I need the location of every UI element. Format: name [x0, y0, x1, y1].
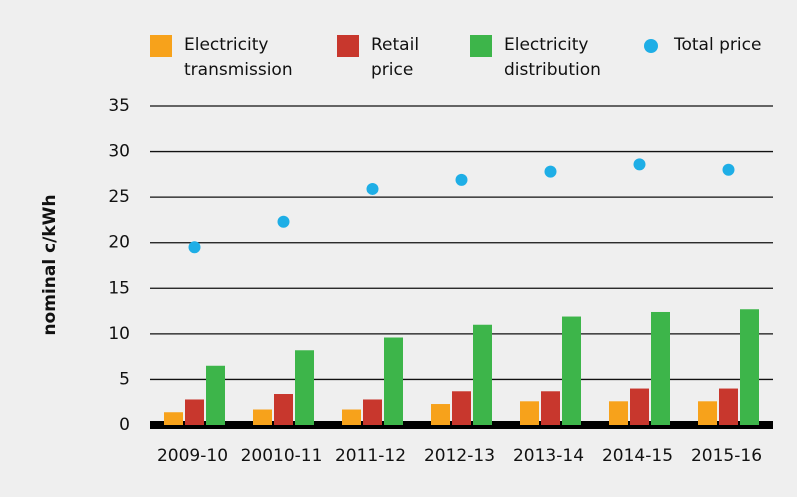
x-tick-label: 2009-10: [157, 446, 228, 466]
point: [633, 158, 646, 171]
bar: [295, 350, 314, 425]
legend-item: Retail price: [337, 33, 421, 83]
bar: [363, 399, 382, 425]
legend-swatch: [470, 35, 492, 57]
legend-swatch: [337, 35, 359, 57]
legend-swatch: [644, 39, 658, 53]
point: [544, 165, 557, 178]
bar: [164, 412, 183, 425]
y-tick-label: 5: [119, 369, 130, 389]
legend-label: Retail price: [371, 35, 420, 80]
bar: [541, 391, 560, 425]
x-tick-label: 2012-13: [424, 446, 495, 466]
bar: [274, 394, 293, 425]
bar: [384, 337, 403, 425]
bar: [630, 388, 649, 425]
point: [366, 182, 379, 195]
bar: [609, 401, 628, 425]
point: [455, 173, 468, 186]
bar: [253, 409, 272, 425]
bar: [698, 401, 717, 425]
bar: [520, 401, 539, 425]
bar: [719, 388, 738, 425]
bar: [473, 324, 492, 425]
y-tick-label: 25: [108, 187, 130, 207]
point: [188, 241, 201, 254]
bar: [562, 316, 581, 425]
legend-label: Electricity distribution: [504, 35, 601, 80]
legend-item: Electricity transmission: [150, 33, 309, 83]
legend-label: Electricity transmission: [184, 35, 293, 80]
y-tick-label: 15: [108, 278, 130, 298]
bar: [452, 391, 471, 425]
bar: [431, 404, 450, 425]
y-tick-label: 0: [119, 415, 130, 435]
x-tick-label: 20010-11: [241, 446, 323, 466]
y-axis-label: nominal c/kWh: [40, 194, 60, 335]
bar: [206, 365, 225, 425]
legend-swatch: [150, 35, 172, 57]
x-tick-label: 2011-12: [335, 446, 406, 466]
legend-item: Total price: [640, 33, 784, 58]
y-tick-label: 30: [108, 142, 130, 162]
bar: [740, 309, 759, 425]
y-tick-label: 20: [108, 233, 130, 253]
legend-label: Total price: [674, 35, 762, 55]
y-tick-label: 10: [108, 324, 130, 344]
bar: [185, 399, 204, 425]
point: [277, 215, 290, 228]
bar: [651, 311, 670, 425]
bar: [342, 409, 361, 425]
x-tick-label: 2015-16: [691, 446, 762, 466]
x-tick-label: 2014-15: [602, 446, 673, 466]
x-tick-label: 2013-14: [513, 446, 584, 466]
y-tick-label: 35: [108, 96, 130, 116]
legend-item: Electricity distribution: [470, 33, 619, 83]
point: [722, 163, 735, 176]
